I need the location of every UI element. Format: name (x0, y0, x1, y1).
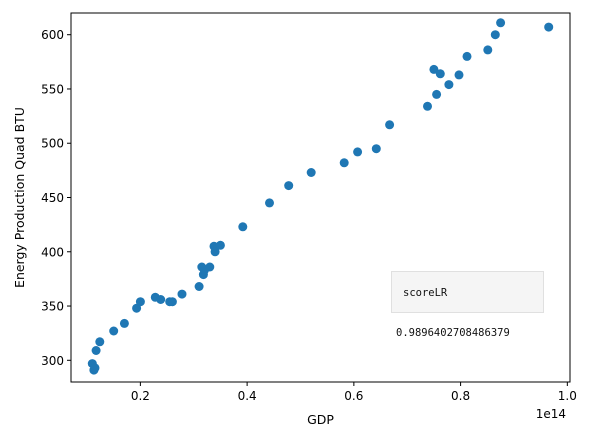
data-point-40 (544, 22, 554, 32)
data-point-26 (339, 158, 349, 168)
data-point-39 (496, 18, 506, 28)
data-point-33 (435, 69, 445, 79)
y-tick-label: 600 (41, 28, 64, 42)
data-point-18 (205, 262, 215, 272)
data-point-12 (167, 297, 177, 307)
data-point-21 (215, 240, 225, 250)
y-ticks: 300 350 400 450 500 550 600 (41, 28, 71, 368)
data-point-7 (132, 303, 142, 313)
data-point-38 (490, 30, 500, 40)
data-point-27 (353, 147, 363, 157)
data-point-10 (156, 295, 166, 304)
data-point-28 (371, 144, 381, 154)
score-widget: scoreLR (391, 271, 544, 313)
points-layer (87, 18, 554, 375)
x-ticks: 0.2 0.4 0.6 0.8 1.0 (131, 382, 577, 403)
data-point-30 (423, 101, 432, 111)
x-tick-label: 0.8 (451, 389, 470, 403)
data-point-31 (429, 64, 439, 74)
data-point-6 (119, 318, 129, 328)
data-point-29 (385, 120, 395, 130)
data-point-35 (454, 70, 464, 80)
data-point-22 (238, 222, 248, 232)
x-tick-label: 0.4 (238, 389, 257, 403)
data-point-8 (135, 297, 145, 307)
data-point-3 (91, 346, 101, 355)
score-value: 0.9896402708486379 (396, 327, 510, 339)
plot-area (70, 12, 571, 383)
data-point-13 (177, 289, 187, 299)
x-axis-label: GDP (307, 412, 334, 427)
data-point-5 (109, 326, 119, 336)
y-tick-label: 500 (41, 137, 64, 151)
y-axis-label: Energy Production Quad BTU (12, 107, 27, 288)
x-axis-offset-text: 1e14 (536, 407, 566, 421)
x-tick-label: 1.0 (558, 389, 577, 403)
y-tick-label: 400 (41, 245, 64, 259)
data-point-37 (483, 45, 493, 55)
x-tick-label: 0.2 (131, 389, 150, 403)
y-tick-label: 350 (41, 300, 64, 314)
data-point-24 (284, 181, 294, 191)
data-point-23 (265, 198, 274, 208)
y-tick-label: 550 (41, 82, 64, 96)
data-point-25 (306, 168, 316, 177)
data-point-36 (462, 51, 472, 61)
y-tick-label: 300 (41, 354, 64, 368)
data-point-14 (194, 282, 204, 291)
y-tick-label: 450 (41, 191, 64, 205)
data-point-4 (95, 337, 105, 347)
data-point-2 (90, 363, 100, 373)
x-tick-label: 0.6 (344, 389, 363, 403)
score-label: scoreLR (403, 287, 448, 299)
data-point-20 (210, 247, 220, 257)
data-point-34 (444, 80, 454, 90)
data-point-32 (432, 89, 442, 99)
